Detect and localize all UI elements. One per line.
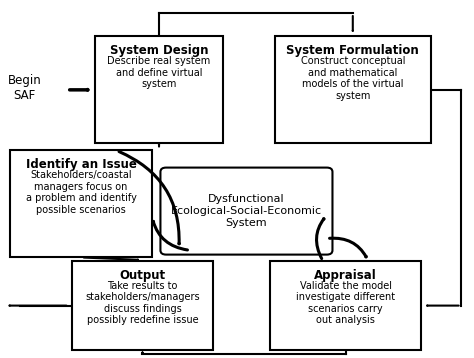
Text: Construct conceptual
and mathematical
models of the virtual
system: Construct conceptual and mathematical mo… [301, 56, 405, 101]
Text: Describe real system
and define virtual
system: Describe real system and define virtual … [108, 56, 210, 89]
Text: Stakeholders/coastal
managers focus on
a problem and identify
possible scenarios: Stakeholders/coastal managers focus on a… [26, 170, 137, 215]
Text: System Design: System Design [110, 44, 208, 57]
Text: Identify an Issue: Identify an Issue [26, 158, 137, 171]
Bar [270, 261, 421, 350]
Text: Take results to
stakeholders/managers
discuss findings
possibly redefine issue: Take results to stakeholders/managers di… [85, 281, 200, 325]
FancyBboxPatch shape [160, 168, 332, 255]
Text: System Formulation: System Formulation [286, 44, 419, 57]
Bar [72, 261, 213, 350]
Text: Begin
SAF: Begin SAF [8, 74, 41, 102]
Text: Validate the model
investigate different
scenarios carry
out analysis: Validate the model investigate different… [296, 281, 395, 325]
Text: Appraisal: Appraisal [314, 269, 377, 282]
Text: Dysfunctional
Ecological-Social-Economic
System: Dysfunctional Ecological-Social-Economic… [171, 194, 322, 228]
Bar [95, 37, 223, 143]
Bar [275, 37, 431, 143]
Bar [10, 150, 152, 257]
Text: Output: Output [119, 269, 165, 282]
